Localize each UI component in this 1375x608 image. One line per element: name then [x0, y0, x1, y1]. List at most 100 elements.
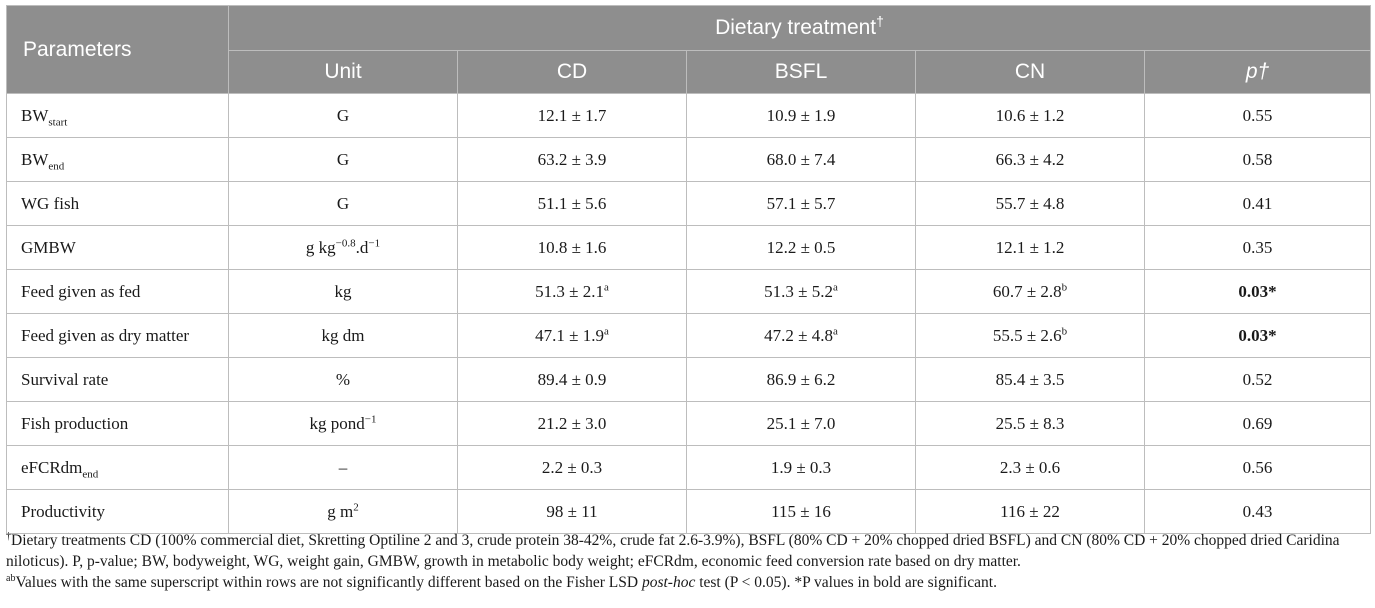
unit-cell: G — [228, 93, 458, 138]
cn-cell: 60.7 ± 2.8b — [915, 269, 1145, 314]
bsfl-cell: 25.1 ± 7.0 — [686, 401, 916, 446]
cd-cell: 98 ± 11 — [457, 489, 687, 534]
header-dagger: † — [876, 13, 884, 29]
header-row-2: Unit CD BSFL CN p† — [7, 50, 1372, 94]
table-row: Fish production kg pond−1 21.2 ± 3.0 25.… — [6, 401, 1372, 446]
param-sub: end — [48, 159, 65, 172]
cd-cell: 10.8 ± 1.6 — [457, 225, 687, 270]
header-p: p† — [1143, 50, 1372, 94]
table-row: WG fish G 51.1 ± 5.6 57.1 ± 5.7 55.7 ± 4… — [6, 181, 1372, 226]
table-row: eFCRdmend – 2.2 ± 0.3 1.9 ± 0.3 2.3 ± 0.… — [6, 445, 1372, 490]
value-sup: a — [832, 324, 838, 337]
value: 55.5 ± 2.6 — [992, 325, 1062, 345]
p-cell: 0.69 — [1143, 401, 1372, 446]
unit-sup: −1 — [364, 412, 377, 425]
unit-cell: kg dm — [228, 313, 458, 358]
footnote-mark: ab — [6, 572, 16, 584]
footnote-text: test (P < 0.05). *P values in bold are s… — [695, 574, 997, 591]
footnote-mark: † — [6, 530, 11, 542]
p-cell: 0.56 — [1143, 445, 1372, 490]
value: 47.2 ± 4.8 — [764, 325, 833, 345]
header-bsfl: BSFL — [686, 50, 916, 94]
bsfl-cell: 47.2 ± 4.8a — [686, 313, 916, 358]
unit-cell: kg pond−1 — [228, 401, 458, 446]
header-unit: Unit — [228, 50, 458, 94]
bsfl-cell: 68.0 ± 7.4 — [686, 137, 916, 182]
cn-cell: 10.6 ± 1.2 — [915, 93, 1145, 138]
param-cell: BWend — [6, 137, 229, 182]
p-cell: 0.41 — [1143, 181, 1372, 226]
value-sup: a — [603, 324, 609, 337]
unit-cell: g m2 — [228, 489, 458, 534]
unit-sup: −1 — [368, 236, 381, 249]
value: 47.1 ± 1.9 — [535, 325, 604, 345]
unit-cell: G — [228, 137, 458, 182]
unit-cell: kg — [228, 269, 458, 314]
cd-cell: 51.1 ± 5.6 — [457, 181, 687, 226]
param-sub: start — [48, 115, 68, 128]
unit-cell: G — [228, 181, 458, 226]
header-parameters: Parameters — [6, 5, 229, 94]
param-cell: GMBW — [6, 225, 229, 270]
footnote-italic: post-hoc — [641, 574, 696, 591]
value-sup: a — [832, 280, 838, 293]
param-cell: Feed given as dry matter — [6, 313, 229, 358]
param-sub: end — [82, 467, 99, 480]
unit-part: g m — [327, 501, 354, 521]
cn-cell: 116 ± 22 — [915, 489, 1145, 534]
p-cell: 0.55 — [1143, 93, 1372, 138]
table-row: BWend G 63.2 ± 3.9 68.0 ± 7.4 66.3 ± 4.2… — [6, 137, 1372, 182]
footnotes: †Dietary treatments CD (100% commercial … — [6, 530, 1370, 593]
param-cell: BWstart — [6, 93, 229, 138]
p-cell: 0.03* — [1143, 313, 1372, 358]
p-cell: 0.35 — [1143, 225, 1372, 270]
value-sup: b — [1061, 324, 1068, 337]
unit-part: g kg — [305, 237, 336, 257]
unit-cell: % — [228, 357, 458, 402]
header-cn: CN — [915, 50, 1145, 94]
footnote-text: Dietary treatments CD (100% commercial d… — [6, 532, 1340, 570]
cd-cell: 63.2 ± 3.9 — [457, 137, 687, 182]
p-cell: 0.58 — [1143, 137, 1372, 182]
table-row: GMBW g kg−0.8.d−1 10.8 ± 1.6 12.2 ± 0.5 … — [6, 225, 1372, 270]
cn-cell: 55.7 ± 4.8 — [915, 181, 1145, 226]
param-cell: Fish production — [6, 401, 229, 446]
cn-cell: 2.3 ± 0.6 — [915, 445, 1145, 490]
bsfl-cell: 12.2 ± 0.5 — [686, 225, 916, 270]
header-cd: CD — [457, 50, 687, 94]
results-table: Parameters Dietary treatment† Unit CD BS… — [6, 5, 1372, 534]
param-cell: WG fish — [6, 181, 229, 226]
value: 51.3 ± 2.1 — [535, 281, 604, 301]
cn-cell: 12.1 ± 1.2 — [915, 225, 1145, 270]
unit-part: .d — [355, 237, 369, 257]
cn-cell: 85.4 ± 3.5 — [915, 357, 1145, 402]
value: 51.3 ± 5.2 — [764, 281, 833, 301]
cd-cell: 51.3 ± 2.1a — [457, 269, 687, 314]
unit-sup: −0.8 — [335, 236, 356, 249]
table-row: Survival rate % 89.4 ± 0.9 86.9 ± 6.2 85… — [6, 357, 1372, 402]
bsfl-cell: 86.9 ± 6.2 — [686, 357, 916, 402]
unit-sup: 2 — [353, 500, 359, 513]
cd-cell: 2.2 ± 0.3 — [457, 445, 687, 490]
cn-cell: 55.5 ± 2.6b — [915, 313, 1145, 358]
header-row-1: Parameters Dietary treatment† — [6, 5, 1372, 94]
table-row: Feed given as dry matter kg dm 47.1 ± 1.… — [6, 313, 1372, 358]
cn-cell: 66.3 ± 4.2 — [915, 137, 1145, 182]
p-cell: 0.03* — [1143, 269, 1372, 314]
value-sup: a — [603, 280, 609, 293]
footnote-2: abValues with the same superscript withi… — [6, 572, 1370, 593]
param-label: BW — [21, 149, 49, 169]
bsfl-cell: 57.1 ± 5.7 — [686, 181, 916, 226]
table-row: BWstart G 12.1 ± 1.7 10.9 ± 1.9 10.6 ± 1… — [6, 93, 1372, 138]
unit-cell: – — [228, 445, 458, 490]
param-label: eFCRdm — [21, 457, 83, 477]
cd-cell: 89.4 ± 0.9 — [457, 357, 687, 402]
param-cell: Productivity — [6, 489, 229, 534]
table-row: Productivity g m2 98 ± 11 115 ± 16 116 ±… — [6, 489, 1372, 534]
cd-cell: 47.1 ± 1.9a — [457, 313, 687, 358]
value-sup: b — [1061, 280, 1068, 293]
unit-part: kg pond — [309, 413, 365, 433]
footnote-text: Values with the same superscript within … — [15, 574, 642, 591]
value: 60.7 ± 2.8 — [992, 281, 1062, 301]
footnote-1: †Dietary treatments CD (100% commercial … — [6, 530, 1370, 572]
